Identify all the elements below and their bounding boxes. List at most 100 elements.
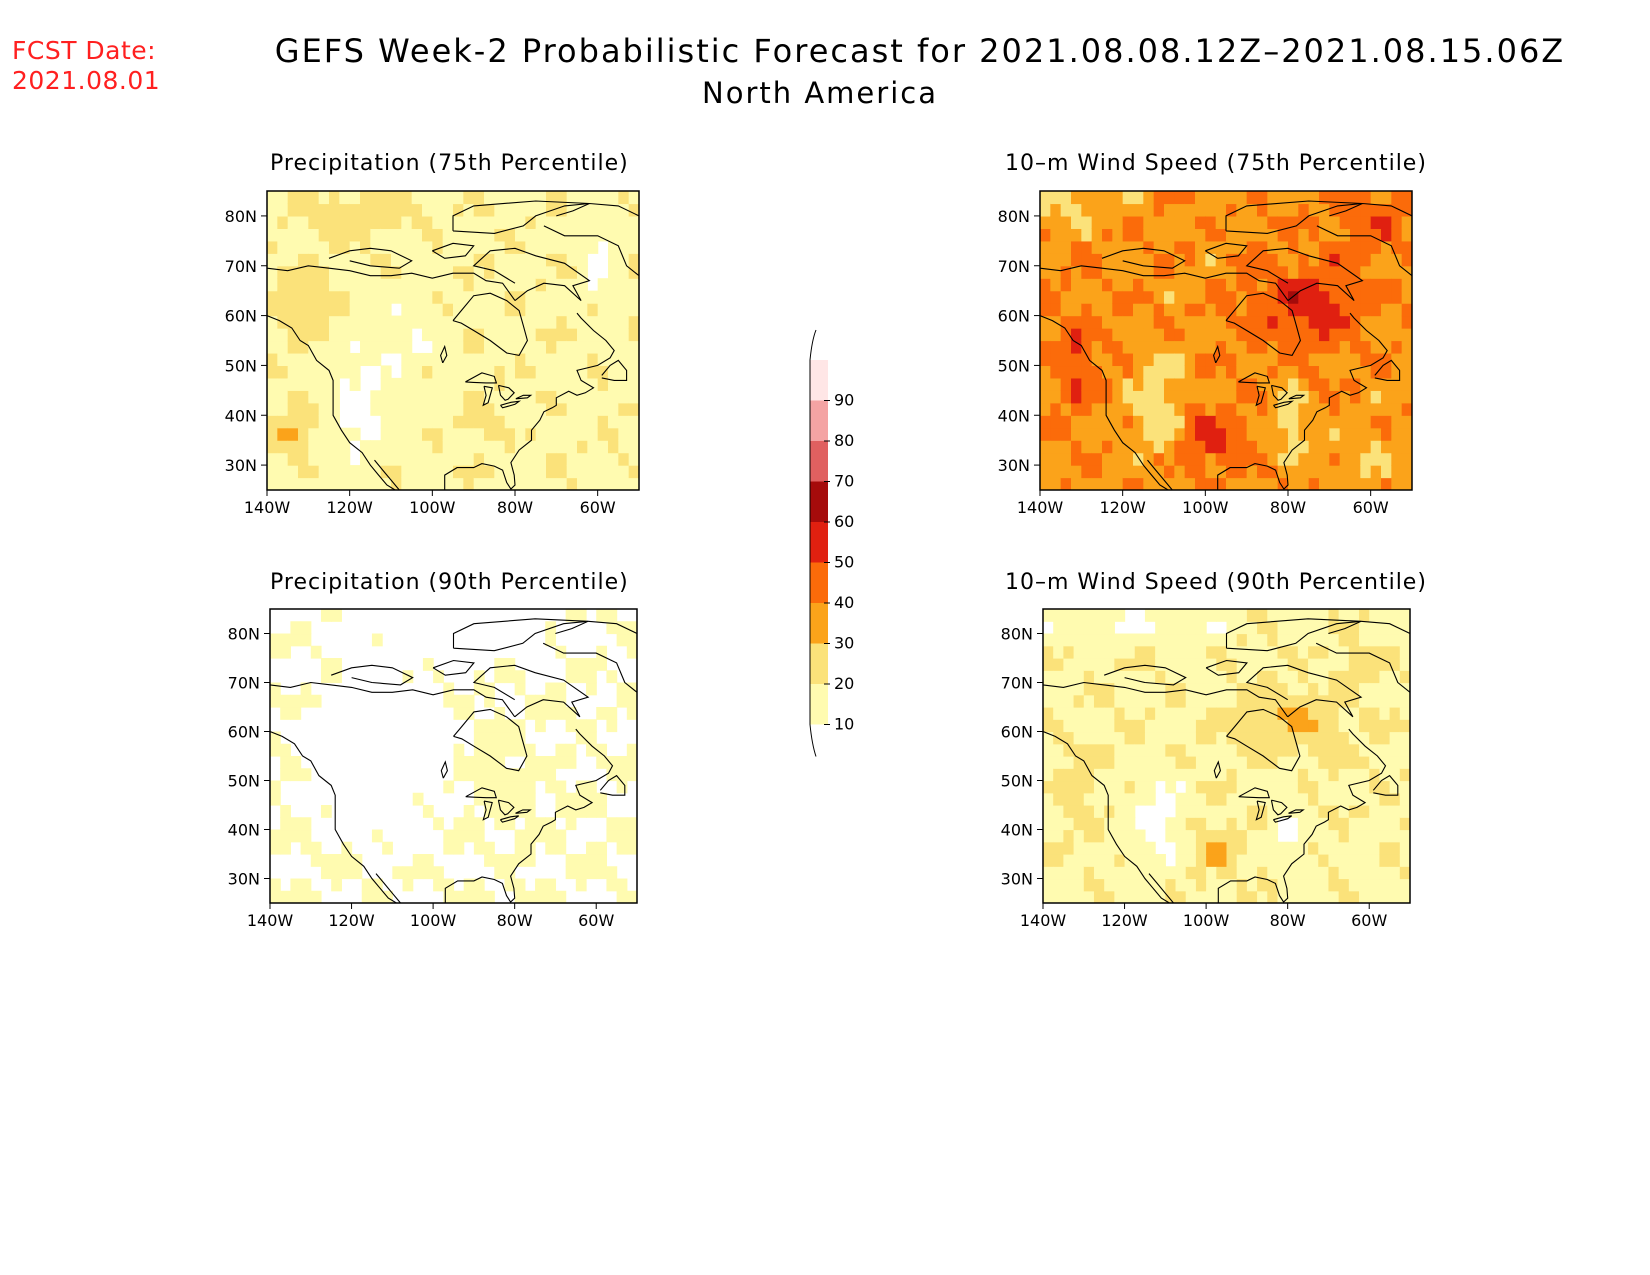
field-cell — [1318, 743, 1330, 757]
field-cell — [1104, 866, 1115, 880]
field-cell — [494, 377, 506, 391]
field-cell — [1277, 609, 1289, 622]
field-cell — [1318, 719, 1330, 733]
field-cell — [401, 390, 413, 404]
field-cell — [628, 303, 639, 317]
field-cell — [1308, 228, 1320, 242]
field-cell — [453, 829, 465, 843]
field-cell — [1104, 854, 1115, 867]
field-cell — [596, 707, 608, 720]
field-cell — [339, 215, 351, 229]
field-cell — [1165, 866, 1177, 880]
field-cell — [287, 390, 299, 404]
field-cell — [1308, 402, 1320, 416]
field-cell — [575, 670, 587, 684]
field-cell — [1401, 240, 1412, 254]
field-cell — [524, 841, 536, 855]
field-cell — [628, 240, 639, 254]
field-cell — [1267, 633, 1279, 647]
field-cell — [473, 780, 485, 794]
field-cell — [535, 890, 546, 903]
field-cell — [1329, 303, 1341, 317]
field-cell — [1257, 817, 1268, 831]
field-cell — [1338, 805, 1350, 818]
field-cell — [360, 315, 371, 329]
field-cell — [1308, 792, 1319, 806]
field-cell — [1338, 792, 1350, 806]
field-cell — [616, 817, 628, 831]
coastline — [270, 681, 516, 718]
field-cell — [1091, 228, 1103, 242]
field-cell — [298, 191, 309, 205]
field-cell — [432, 290, 444, 304]
field-cell — [1093, 731, 1105, 745]
field-cell — [628, 253, 639, 267]
field-cell — [1348, 609, 1360, 622]
field-cell — [1246, 328, 1258, 342]
field-cell — [1391, 390, 1403, 404]
field-cell — [1308, 829, 1319, 843]
field-cell — [1164, 352, 1175, 367]
field-cell — [484, 240, 495, 254]
field-cell — [1277, 290, 1289, 304]
field-cell — [1308, 866, 1319, 880]
field-cell — [1339, 203, 1351, 217]
field-cell — [608, 365, 619, 379]
field-cell — [577, 340, 588, 354]
field-cell — [1071, 402, 1082, 416]
field-cell — [1112, 228, 1124, 242]
field-cell — [1083, 817, 1095, 831]
field-cell — [504, 658, 516, 671]
field-cell — [1338, 768, 1350, 782]
field-cell — [277, 415, 289, 429]
field-cell — [535, 440, 547, 454]
field-cell — [608, 240, 619, 254]
field-cell — [1350, 340, 1361, 354]
field-cell — [1114, 731, 1126, 745]
field-cell — [453, 191, 464, 205]
field-cell — [339, 427, 351, 441]
field-cell — [1288, 240, 1299, 254]
field-cell — [432, 240, 444, 254]
field-cell — [1081, 452, 1093, 466]
field-cell — [1184, 390, 1196, 404]
field-cell — [1399, 621, 1410, 635]
field-cell — [298, 278, 309, 292]
field-cell — [422, 315, 433, 329]
field-cell — [504, 854, 516, 867]
field-cell — [411, 265, 423, 279]
lat-tick-label: 50N — [1001, 772, 1033, 791]
field-cell — [422, 440, 433, 454]
field-cell — [566, 465, 578, 479]
field-cell — [401, 352, 413, 367]
field-cell — [1287, 645, 1299, 659]
field-cell — [504, 415, 516, 429]
field-cell — [596, 866, 608, 880]
field-cell — [1071, 253, 1082, 267]
field-cell — [1165, 670, 1177, 684]
field-cell — [1124, 817, 1136, 831]
field-cell — [1195, 609, 1207, 622]
field-cell — [1319, 427, 1330, 441]
field-cell — [1277, 315, 1289, 329]
field-cell — [606, 878, 618, 892]
field-cell — [1216, 719, 1228, 733]
field-cell — [277, 340, 289, 354]
field-cell — [1060, 278, 1072, 292]
field-cell — [1389, 792, 1401, 806]
field-cell — [1124, 878, 1136, 892]
field-cell — [453, 253, 464, 267]
field-cell — [1298, 253, 1310, 267]
field-cell — [494, 756, 506, 769]
field-cell — [575, 731, 587, 745]
field-cell — [277, 253, 289, 267]
field-cell — [1073, 658, 1085, 671]
field-cell — [1226, 290, 1237, 304]
field-cell — [1267, 415, 1279, 429]
field-cell — [308, 265, 320, 279]
field-cell — [391, 240, 402, 254]
field-cell — [1359, 731, 1370, 745]
field-cell — [1174, 465, 1186, 479]
field-cell — [514, 731, 526, 745]
field-cell — [401, 328, 413, 342]
